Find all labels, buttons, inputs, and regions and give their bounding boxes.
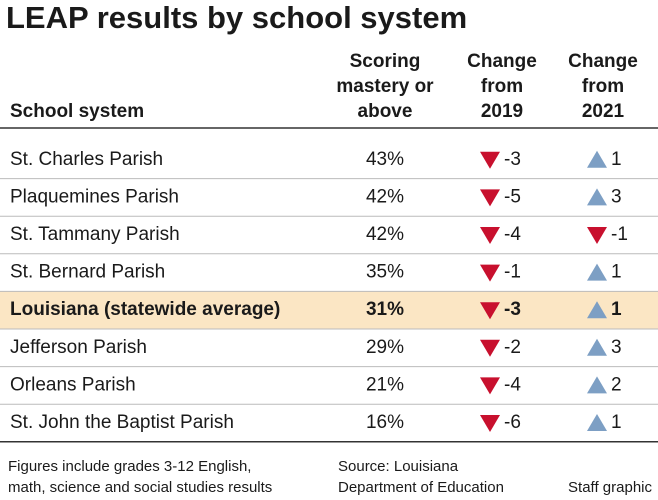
source: Department of Education bbox=[338, 479, 504, 496]
column-header: Scoring bbox=[350, 51, 421, 72]
up-arrow bbox=[587, 188, 607, 206]
change-cell: -4 bbox=[504, 224, 521, 245]
column-header: Change bbox=[467, 51, 537, 72]
column-header: 2021 bbox=[582, 101, 625, 122]
up-arrow bbox=[587, 301, 607, 319]
mastery-cell: 35% bbox=[366, 262, 404, 283]
up-arrow bbox=[587, 150, 607, 168]
change-cell: 1 bbox=[611, 299, 622, 320]
change-cell: 2 bbox=[611, 374, 622, 395]
credit: Staff graphic bbox=[568, 479, 652, 496]
change-cell: -3 bbox=[504, 149, 521, 170]
up-arrow bbox=[587, 414, 607, 431]
change-cell: -6 bbox=[504, 412, 521, 433]
title: LEAP results by school system bbox=[6, 0, 467, 35]
column-header: mastery or bbox=[336, 76, 434, 97]
change-cell: -1 bbox=[611, 224, 628, 245]
change-cell: 1 bbox=[611, 149, 622, 170]
column-header: School system bbox=[10, 101, 144, 122]
down-arrow bbox=[480, 189, 500, 207]
column-header: Change bbox=[568, 51, 638, 72]
column-header: from bbox=[481, 76, 523, 97]
mastery-cell: 42% bbox=[366, 186, 404, 207]
change-cell: -1 bbox=[504, 262, 521, 283]
down-arrow bbox=[480, 339, 500, 357]
mastery-cell: 29% bbox=[366, 337, 404, 358]
change-cell: 3 bbox=[611, 337, 622, 358]
change-cell: -2 bbox=[504, 337, 521, 358]
source: Source: Louisiana bbox=[338, 458, 459, 475]
up-arrow bbox=[587, 263, 607, 281]
down-arrow bbox=[480, 151, 500, 169]
change-cell: 3 bbox=[611, 186, 622, 207]
school-name: St. Tammany Parish bbox=[10, 224, 180, 245]
school-name: St. Bernard Parish bbox=[10, 262, 165, 283]
change-cell: -4 bbox=[504, 374, 521, 395]
change-cell: -5 bbox=[504, 186, 521, 207]
down-arrow bbox=[480, 302, 500, 320]
footnote: math, science and social studies results bbox=[8, 479, 272, 496]
change-cell: 1 bbox=[611, 412, 622, 433]
school-name: Orleans Parish bbox=[10, 374, 136, 395]
school-name: Jefferson Parish bbox=[10, 337, 147, 358]
change-cell: 1 bbox=[611, 262, 622, 283]
school-name: St. John the Baptist Parish bbox=[10, 412, 234, 433]
up-arrow bbox=[587, 338, 607, 356]
highlight-row bbox=[0, 291, 658, 329]
down-arrow bbox=[480, 264, 500, 282]
mastery-cell: 31% bbox=[366, 299, 404, 320]
mastery-cell: 21% bbox=[366, 374, 404, 395]
column-header: above bbox=[358, 101, 413, 122]
school-name: Louisiana (statewide average) bbox=[10, 299, 280, 320]
mastery-cell: 42% bbox=[366, 224, 404, 245]
down-arrow bbox=[480, 377, 500, 395]
column-header: 2019 bbox=[481, 101, 523, 122]
school-name: St. Charles Parish bbox=[10, 149, 163, 170]
school-name: Plaquemines Parish bbox=[10, 186, 179, 207]
change-cell: -3 bbox=[504, 299, 521, 320]
mastery-cell: 16% bbox=[366, 412, 404, 433]
down-arrow bbox=[587, 227, 607, 244]
mastery-cell: 43% bbox=[366, 149, 404, 170]
up-arrow bbox=[587, 376, 607, 394]
column-header: from bbox=[582, 76, 624, 97]
down-arrow bbox=[480, 227, 500, 244]
down-arrow bbox=[480, 415, 500, 432]
footnote: Figures include grades 3-12 English, bbox=[8, 458, 251, 475]
